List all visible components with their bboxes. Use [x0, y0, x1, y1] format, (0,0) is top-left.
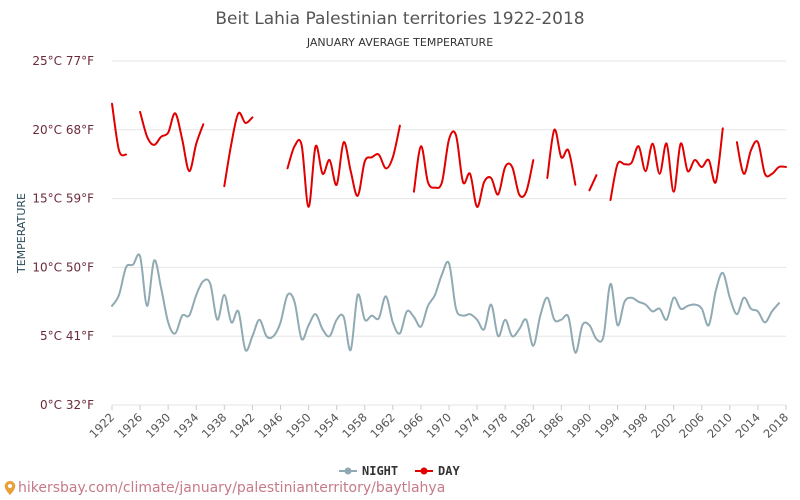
- source-link[interactable]: hikersbay.com/climate/january/palestinia…: [4, 480, 445, 496]
- x-tick-label: 1922: [87, 410, 118, 441]
- x-tick-label: 1950: [283, 410, 314, 441]
- x-tick-label: 1998: [620, 410, 651, 441]
- y-axis-label: TEMPERATURE: [15, 193, 28, 274]
- x-tick-label: 1954: [311, 410, 342, 441]
- legend[interactable]: NIGHT DAY: [339, 464, 460, 478]
- x-tick-label: 1934: [171, 410, 202, 441]
- chart-subtitle: JANUARY AVERAGE TEMPERATURE: [306, 36, 493, 49]
- x-tick-label: 1986: [536, 410, 567, 441]
- legend-night-marker: [344, 467, 352, 475]
- x-tick-label: 2018: [761, 410, 792, 441]
- y-tick-label: 10°C 50°F: [32, 260, 94, 274]
- x-tick-label: 1982: [508, 410, 539, 441]
- series-night-line: [111, 253, 780, 354]
- legend-day-marker: [420, 467, 428, 475]
- x-tick-label: 1962: [367, 410, 398, 441]
- x-tick-label: 2010: [704, 410, 735, 441]
- y-tick-label: 5°C 41°F: [40, 329, 94, 343]
- y-axis-ticks: 0°C 32°F 5°C 41°F 10°C 50°F 15°C 59°F 20°C 6…: [32, 54, 94, 412]
- y-tick-label: 0°C 32°F: [40, 398, 94, 412]
- x-tick-label: 2002: [648, 410, 679, 441]
- x-tick-label: 1958: [339, 410, 370, 441]
- series-day-line: [223, 111, 254, 188]
- x-tick-label: 1926: [115, 410, 146, 441]
- y-tick-label: 20°C 68°F: [32, 123, 94, 137]
- x-tick-label: 1930: [143, 410, 174, 441]
- legend-item-day[interactable]: DAY: [415, 464, 460, 478]
- series-day-line: [111, 102, 127, 157]
- series-day-line: [139, 110, 205, 173]
- x-tick-label: 1942: [227, 410, 258, 441]
- y-tick-label: 15°C 59°F: [32, 192, 94, 206]
- source-url[interactable]: hikersbay.com/climate/january/palestinia…: [18, 480, 446, 496]
- x-tick-label: 1938: [199, 410, 230, 441]
- x-tick-label: 2006: [676, 410, 707, 441]
- series-day-line: [609, 127, 724, 201]
- series-day-line: [735, 140, 787, 178]
- x-axis-ticks: 1922192619301934193819421946195019541958…: [87, 405, 792, 441]
- location-pin-icon: [4, 481, 16, 495]
- series-day-line: [546, 128, 577, 186]
- x-tick-label: 1994: [592, 410, 623, 441]
- legend-item-night[interactable]: NIGHT: [339, 464, 398, 478]
- series-lines: [111, 102, 787, 354]
- x-tick-label: 1990: [564, 410, 595, 441]
- series-day-line: [412, 130, 535, 208]
- legend-night-label: NIGHT: [362, 464, 398, 478]
- x-tick-label: 1946: [255, 410, 286, 441]
- x-tick-label: 2014: [732, 410, 763, 441]
- y-tick-label: 25°C 77°F: [32, 54, 94, 68]
- legend-day-label: DAY: [438, 464, 460, 478]
- chart-title: Beit Lahia Palestinian territories 1922-…: [215, 9, 584, 29]
- x-tick-label: 1978: [480, 410, 511, 441]
- x-tick-label: 1966: [395, 410, 426, 441]
- series-day-line: [588, 174, 598, 192]
- grid-lines: [112, 60, 786, 406]
- x-tick-label: 1970: [424, 410, 455, 441]
- series-day-line: [286, 124, 401, 208]
- x-tick-label: 1974: [452, 410, 483, 441]
